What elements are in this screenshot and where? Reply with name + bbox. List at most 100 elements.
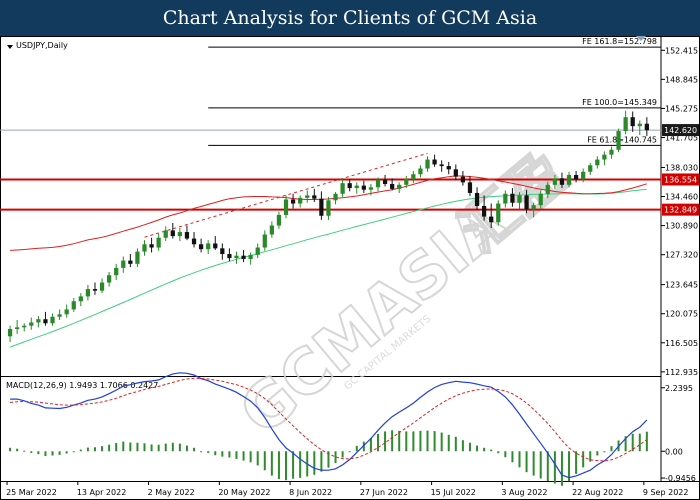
candle-body [22,325,27,328]
date-tick-label: 27 Jun 2022 [360,488,408,497]
macd-histogram-bar [285,451,288,481]
price-tick-label: 145.275 [665,104,698,113]
candle-body [397,184,402,189]
macd-histogram-bar [412,431,415,452]
candle-body [198,244,204,250]
candle-body [404,179,409,185]
candle-body [107,275,112,283]
macd-histogram-bar [384,431,387,452]
candle-body [312,195,317,199]
macd-tick-label: -0.9456 [665,474,696,483]
candle-body [616,131,621,150]
date-tick-label: 2 May 2022 [148,488,195,497]
candle-body [566,175,572,185]
macd-histogram-bar [214,451,217,456]
date-tick-label: 3 Aug 2022 [501,488,547,497]
macd-histogram-bar [398,430,401,452]
macd-histogram-bar [115,443,118,452]
price-tick-label: 152.415 [665,46,698,55]
macd-histogram-bar [518,451,521,468]
candle-body [142,244,147,252]
candle-body [517,195,522,203]
price-tick-label: 134.460 [665,193,698,202]
candle-body [644,123,649,131]
macd-histogram-bar [539,451,542,479]
candle-body [609,149,614,155]
candle-body [573,175,579,180]
macd-histogram-bar [263,451,266,471]
macd-histogram-bar [221,451,224,457]
candle-body [326,200,331,216]
current-price-badge [662,124,699,137]
candle-body [156,237,161,248]
price-tick-label: 127.320 [665,251,698,260]
candle-body [85,289,91,297]
date-tick-label: 22 Aug 2022 [572,488,623,497]
candle-body [283,199,289,215]
candle-body [637,123,642,127]
macd-histogram-bar [178,443,181,452]
macd-histogram-bar [631,433,634,452]
macd-histogram-bar [313,451,316,475]
price-tick-label: 120.075 [665,310,698,319]
candle-body [531,205,536,210]
candle-body [333,193,338,201]
candle-body [481,205,487,217]
macd-histogram-bar [440,432,443,452]
candle-body [361,185,366,190]
macd-histogram-bar [58,451,61,455]
macd-histogram-bar [270,451,273,476]
macd-histogram-bar [193,447,196,452]
macd-histogram-bar [150,444,153,452]
candle-body [213,243,218,249]
candle-body [248,254,253,259]
candle-body [234,255,239,259]
macd-line [10,372,648,479]
macd-histogram-bar [341,451,344,458]
macd-histogram-bar [171,442,174,452]
candle-body [340,183,345,194]
candle-body [425,159,430,169]
macd-histogram-bar [327,451,330,468]
candle-body [602,154,607,160]
macd-histogram-bar [37,451,40,455]
candle-body [347,183,352,189]
price-tick-label: 138.030 [665,163,698,172]
candle-body [503,193,508,204]
price-tick-label: 123.645 [665,281,698,290]
candle-body [559,178,565,185]
macd-histogram-bar [143,443,146,452]
page-title: Chart Analysis for Clients of GCM Asia [0,0,700,36]
macd-histogram-bar [610,446,613,452]
candle-body [290,199,296,204]
candle-body [78,296,83,302]
candle-body [382,179,388,184]
price-tick-label: 112.935 [665,368,698,377]
candle-body [43,319,48,324]
macd-histogram-bar [256,451,259,466]
macd-histogram-bar [461,440,464,452]
macd-histogram-bar [582,451,585,468]
macd-histogram-bar [575,451,578,474]
macd-histogram-bar [426,430,429,452]
candle-body [50,316,55,324]
macd-tick-label: 2.2395 [665,384,693,393]
macd-histogram-bar [376,433,379,452]
macd-histogram-bar [108,444,111,452]
macd-histogram-bar [23,450,26,452]
candle-body [418,168,423,175]
candle-body [255,247,260,255]
price-tick-label: 141.705 [665,134,698,143]
candle-body [375,179,381,188]
price-tick-label: 116.505 [665,339,698,348]
candle-body [57,314,62,317]
candle-body [269,225,274,235]
macd-label: MACD(12,26,9) 1.9493 1.7066 0.2427 [6,381,158,390]
macd-histogram-bar [348,451,351,453]
candle-body [390,183,395,189]
candle-body [446,166,451,170]
macd-histogram-bar [589,451,592,462]
candle-body [319,198,324,216]
macd-histogram-bar [476,445,479,452]
candle-body [191,238,197,245]
